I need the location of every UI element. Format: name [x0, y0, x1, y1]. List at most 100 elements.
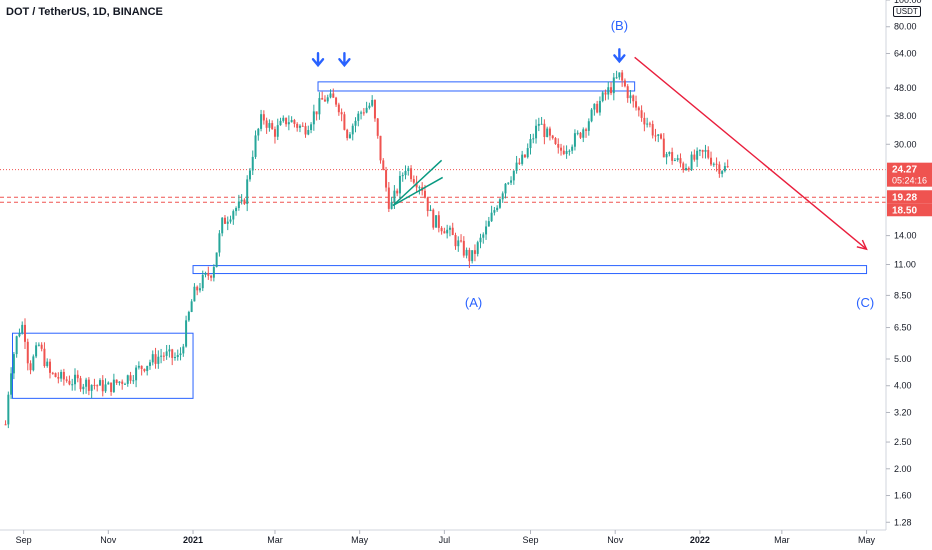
candle-body: [618, 72, 621, 78]
candle-body: [604, 92, 607, 95]
candle-body: [723, 166, 726, 172]
candle-body: [121, 381, 124, 384]
arrow-down-icon: [311, 52, 325, 68]
candle-body: [79, 378, 82, 390]
triangle-lower-line: [392, 176, 444, 207]
candle-body: [57, 377, 60, 379]
candle-body: [179, 353, 182, 356]
candle-body: [243, 199, 246, 204]
candle-body: [293, 120, 296, 124]
currency-badge[interactable]: USDT: [893, 6, 921, 17]
candle-body: [290, 120, 293, 123]
candle-body: [396, 190, 399, 194]
candle-body: [596, 103, 599, 113]
candle-body: [535, 125, 538, 139]
candle-body: [721, 171, 724, 174]
y-tick-label: 5.00: [894, 354, 912, 364]
candle-body: [98, 380, 101, 386]
price-label-box: [887, 203, 932, 217]
y-tick-label: 11.00: [894, 260, 916, 270]
y-tick-label: 4.00: [894, 381, 912, 391]
candle-body: [571, 146, 574, 151]
candle-body: [501, 193, 504, 200]
candle-body: [35, 345, 38, 357]
candle-body: [332, 93, 335, 98]
candle-body: [554, 138, 557, 145]
candle-body: [479, 237, 482, 243]
candle-body: [382, 160, 385, 171]
candle-body: [615, 77, 618, 79]
candle-body: [337, 104, 340, 113]
candle-body: [587, 121, 590, 131]
candles: [4, 70, 729, 429]
candle-body: [701, 150, 704, 152]
candle-body: [173, 357, 176, 359]
x-tick-label: Mar: [774, 535, 790, 545]
wave-label: (C): [856, 295, 874, 310]
candle-body: [673, 160, 676, 162]
candle-body: [515, 162, 518, 171]
candle-body: [643, 117, 646, 125]
candle-body: [521, 154, 524, 164]
candle-body: [437, 215, 440, 228]
candle-body: [10, 373, 13, 395]
candle-body: [679, 158, 682, 164]
candle-body: [637, 107, 640, 111]
candle-body: [568, 150, 571, 152]
candle-body: [671, 152, 674, 161]
candle-body: [235, 208, 238, 212]
candle-body: [207, 272, 210, 276]
candle-body: [393, 190, 396, 203]
candle-body: [257, 128, 260, 136]
candle-body: [696, 150, 699, 160]
candle-body: [496, 207, 499, 211]
candle-body: [510, 180, 513, 183]
candle-body: [73, 374, 76, 385]
candle-body: [143, 368, 146, 372]
candle-body: [532, 138, 535, 140]
candle-body: [51, 372, 54, 374]
candle-body: [401, 175, 404, 177]
candle-body: [315, 111, 318, 115]
candle-body: [557, 144, 560, 148]
candle-body: [287, 122, 290, 125]
candle-body: [715, 163, 718, 165]
candle-body: [26, 341, 29, 364]
price-label-box: [887, 162, 932, 187]
candle-body: [101, 380, 104, 392]
candle-body: [193, 286, 196, 302]
candle-body: [590, 109, 593, 122]
candle-body: [385, 170, 388, 188]
candle-body: [473, 250, 476, 254]
candle-body: [607, 87, 610, 95]
candle-body: [476, 242, 479, 254]
candle-body: [204, 272, 207, 275]
candle-body: [687, 167, 690, 170]
candle-body: [390, 202, 393, 209]
candle-body: [718, 164, 721, 174]
y-tick-label: 1.28: [894, 517, 912, 527]
candle-body: [398, 175, 401, 194]
candle-body: [132, 380, 135, 382]
candle-body: [226, 221, 229, 224]
triangle-upper-line: [392, 159, 443, 207]
candle-body: [537, 123, 540, 126]
candle-body: [523, 154, 526, 158]
chart-title: DOT / TetherUS, 1D, BINANCE: [6, 6, 163, 18]
candle-body: [76, 374, 79, 379]
candle-body: [640, 110, 643, 118]
candle-body: [21, 324, 24, 334]
candle-body: [379, 135, 382, 161]
candle-body: [529, 139, 532, 149]
candle-body: [429, 209, 432, 212]
candle-body: [621, 72, 624, 81]
candle-body: [465, 249, 468, 256]
candle-body: [221, 217, 224, 234]
candle-body: [265, 120, 268, 128]
x-tick-label: Nov: [100, 535, 117, 545]
candle-body: [351, 125, 354, 135]
candle-body: [593, 103, 596, 110]
candle-body: [454, 235, 457, 247]
candle-body: [4, 424, 7, 426]
